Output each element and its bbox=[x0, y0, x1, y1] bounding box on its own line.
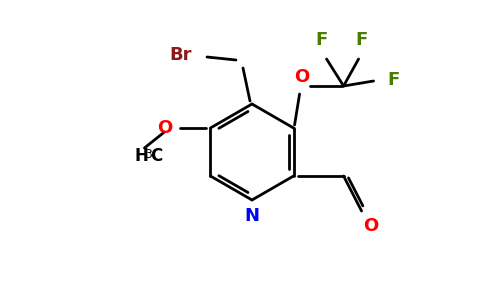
Text: Br: Br bbox=[169, 46, 192, 64]
Text: O: O bbox=[294, 68, 309, 86]
Text: N: N bbox=[244, 207, 259, 225]
Text: F: F bbox=[316, 31, 328, 49]
Text: F: F bbox=[388, 71, 400, 89]
Text: 3: 3 bbox=[144, 148, 152, 161]
Text: O: O bbox=[157, 119, 172, 137]
Text: F: F bbox=[355, 31, 368, 49]
Text: C: C bbox=[151, 147, 163, 165]
Text: H: H bbox=[135, 147, 148, 165]
Text: O: O bbox=[363, 217, 379, 235]
